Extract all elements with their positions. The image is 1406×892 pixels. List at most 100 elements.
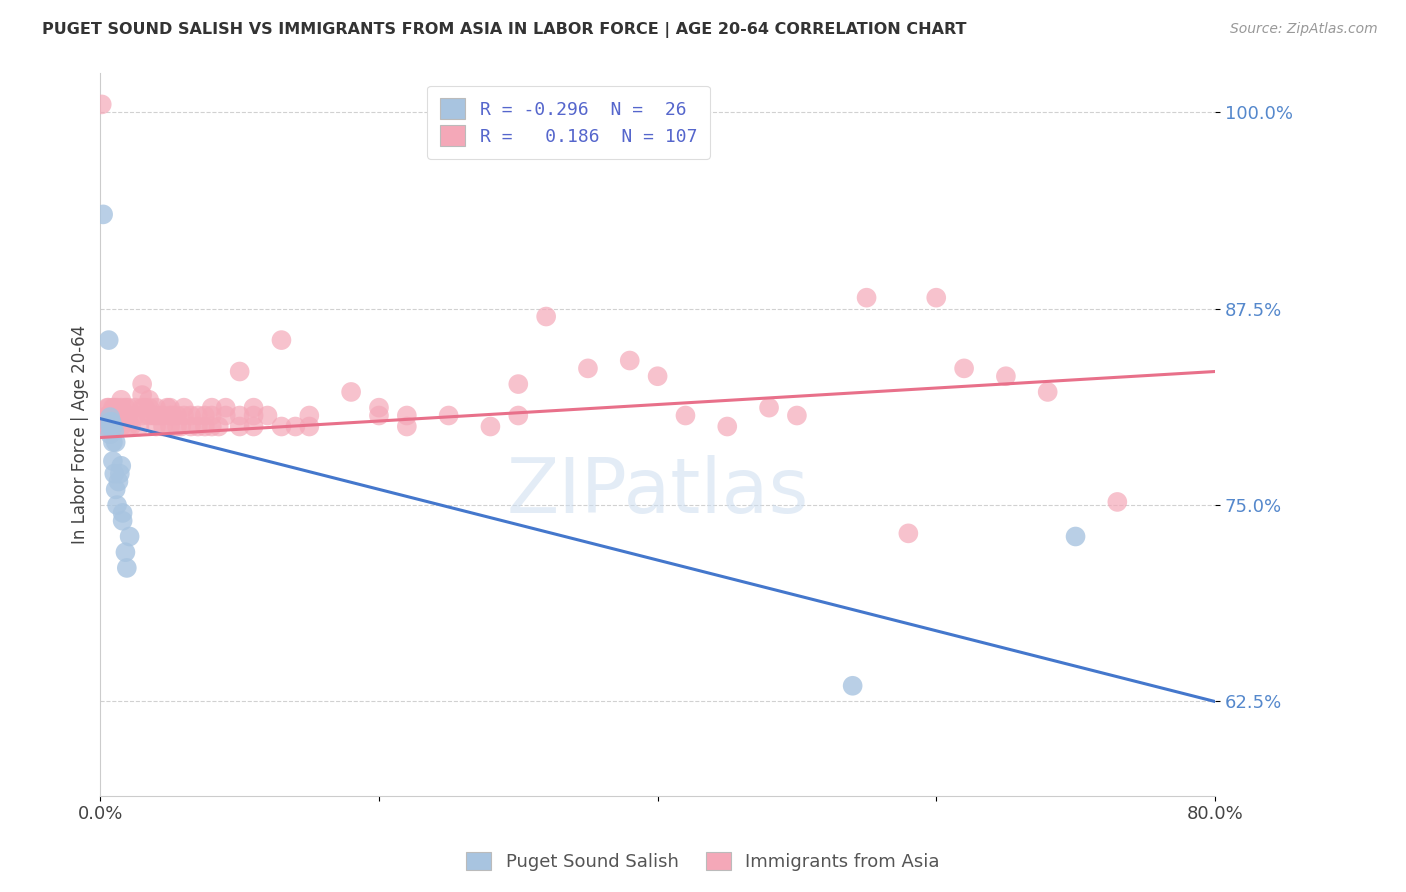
Point xyxy=(98,419,121,434)
Point xyxy=(117,419,139,434)
Point xyxy=(98,409,121,423)
Point xyxy=(159,409,181,423)
Point xyxy=(98,427,121,442)
Point xyxy=(284,419,307,434)
Point xyxy=(156,401,179,415)
Point xyxy=(96,419,118,434)
Point xyxy=(994,369,1017,384)
Point xyxy=(98,415,121,429)
Point xyxy=(256,409,278,423)
Point xyxy=(128,419,150,434)
Point xyxy=(117,401,139,415)
Point xyxy=(94,411,117,425)
Point xyxy=(152,419,174,434)
Point xyxy=(111,506,134,520)
Point xyxy=(576,361,599,376)
Point xyxy=(105,401,128,415)
Point xyxy=(96,401,118,415)
Point xyxy=(110,392,132,407)
Point xyxy=(91,207,114,221)
Point xyxy=(93,419,115,434)
Point xyxy=(142,409,165,423)
Point xyxy=(98,410,121,425)
Point xyxy=(138,401,160,415)
Point xyxy=(103,401,125,415)
Point xyxy=(145,401,167,415)
Point xyxy=(194,409,217,423)
Point xyxy=(166,409,188,423)
Point xyxy=(114,545,136,559)
Point xyxy=(108,467,131,481)
Point xyxy=(166,419,188,434)
Point xyxy=(647,369,669,384)
Point xyxy=(716,419,738,434)
Point xyxy=(187,419,209,434)
Point xyxy=(855,291,877,305)
Point xyxy=(103,467,125,481)
Point xyxy=(180,409,202,423)
Point xyxy=(953,361,976,376)
Point xyxy=(101,435,124,450)
Point xyxy=(180,419,202,434)
Point xyxy=(201,401,224,415)
Point xyxy=(103,424,125,438)
Point xyxy=(1107,495,1129,509)
Point xyxy=(114,409,136,423)
Point xyxy=(131,401,153,415)
Point xyxy=(118,529,141,543)
Point xyxy=(242,409,264,423)
Point xyxy=(110,458,132,473)
Point xyxy=(100,415,122,429)
Point xyxy=(368,409,391,423)
Point xyxy=(215,409,238,423)
Point xyxy=(925,291,948,305)
Point xyxy=(242,419,264,434)
Point xyxy=(159,419,181,434)
Point xyxy=(159,401,181,415)
Point xyxy=(110,409,132,423)
Point xyxy=(110,401,132,415)
Point xyxy=(100,409,122,423)
Point xyxy=(111,514,134,528)
Point xyxy=(103,409,125,423)
Point xyxy=(340,384,363,399)
Point xyxy=(619,353,641,368)
Point xyxy=(228,419,250,434)
Point xyxy=(242,401,264,415)
Legend: R = -0.296  N =  26, R =   0.186  N = 107: R = -0.296 N = 26, R = 0.186 N = 107 xyxy=(427,86,710,159)
Legend: Puget Sound Salish, Immigrants from Asia: Puget Sound Salish, Immigrants from Asia xyxy=(458,845,948,879)
Point xyxy=(96,409,118,423)
Point xyxy=(162,409,184,423)
Point xyxy=(105,498,128,512)
Point xyxy=(786,409,808,423)
Point xyxy=(97,409,120,423)
Point xyxy=(104,483,127,497)
Point xyxy=(508,377,530,392)
Y-axis label: In Labor Force | Age 20-64: In Labor Force | Age 20-64 xyxy=(72,325,89,544)
Point xyxy=(97,419,120,434)
Point xyxy=(101,419,124,434)
Point xyxy=(100,419,122,434)
Point xyxy=(228,365,250,379)
Point xyxy=(138,392,160,407)
Point xyxy=(187,409,209,423)
Point xyxy=(138,409,160,423)
Point xyxy=(145,419,167,434)
Point xyxy=(201,409,224,423)
Point xyxy=(110,419,132,434)
Point xyxy=(215,401,238,415)
Point xyxy=(152,409,174,423)
Point xyxy=(298,419,321,434)
Point xyxy=(368,401,391,415)
Point xyxy=(97,333,120,347)
Point xyxy=(298,409,321,423)
Point xyxy=(134,401,156,415)
Point xyxy=(479,419,502,434)
Point xyxy=(97,401,120,415)
Point xyxy=(1064,529,1087,543)
Point xyxy=(758,401,780,415)
Point xyxy=(208,419,231,434)
Point xyxy=(103,419,125,434)
Point xyxy=(101,401,124,415)
Point xyxy=(534,310,557,324)
